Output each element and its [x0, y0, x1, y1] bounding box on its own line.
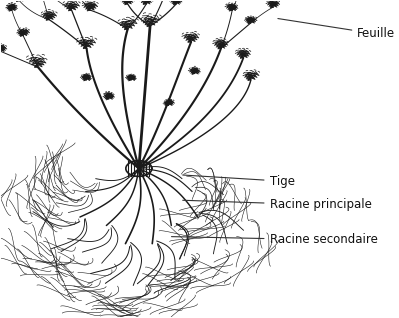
Text: Tige: Tige: [183, 175, 294, 188]
Text: Racine secondaire: Racine secondaire: [172, 233, 377, 246]
Text: Feuille: Feuille: [278, 18, 395, 40]
Text: Racine principale: Racine principale: [183, 198, 371, 211]
